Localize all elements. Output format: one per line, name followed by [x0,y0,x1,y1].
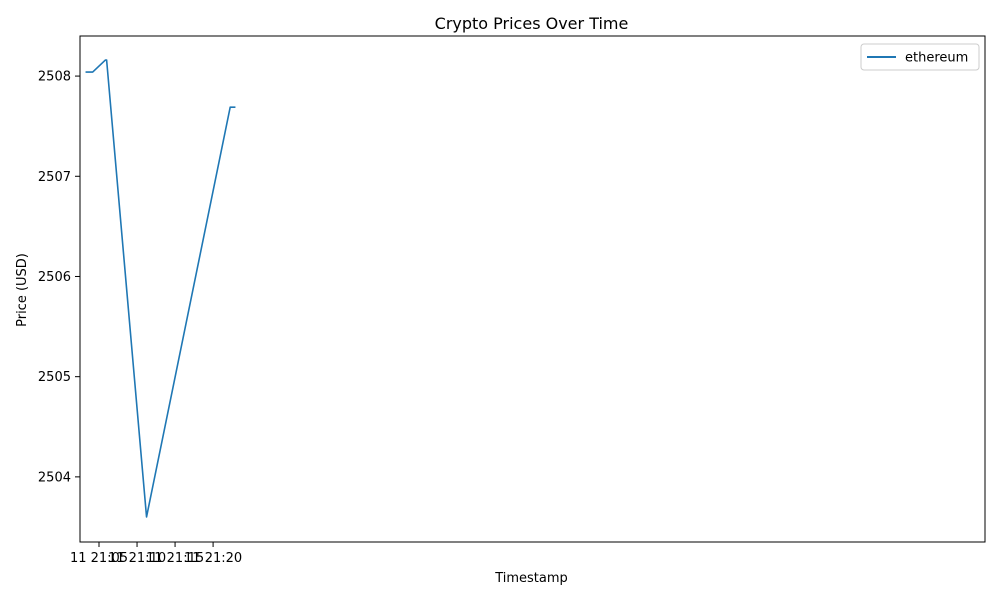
series-layer [85,59,236,518]
x-tick-label: 11 21:15 [146,551,204,566]
legend-label-ethereum: ethereum [905,51,968,66]
y-tick-label: 2507 [38,170,71,185]
legend: ethereum [860,43,980,71]
y-tick-label: 2505 [38,370,71,385]
x-axis-label: Timestamp [494,571,568,586]
series-line-ethereum [85,59,236,518]
y-axis-label: Price (USD) [15,253,30,327]
y-axis-ticks: 2504 2505 2506 2507 2508 [38,70,80,485]
x-tick-label: 11 21:10 [108,551,166,566]
y-tick-label: 2506 [38,270,71,285]
x-tick-label: 11 21:05 [70,551,128,566]
legend-box [860,43,980,71]
plot-frame [79,35,986,543]
y-tick-label: 2504 [38,470,71,485]
y-tick-label: 2508 [38,70,71,85]
x-tick-label: 11 21:20 [184,551,242,566]
chart-title: Crypto Prices Over Time [435,14,629,33]
